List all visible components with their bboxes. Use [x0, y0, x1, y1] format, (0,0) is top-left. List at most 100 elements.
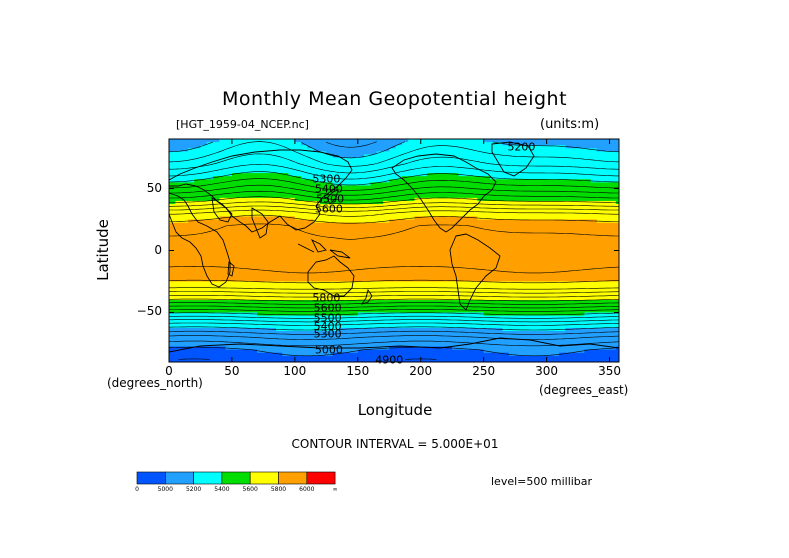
- contour-cell: [376, 262, 384, 267]
- contour-cell: [250, 191, 258, 196]
- contour-cell: [213, 204, 220, 208]
- contour-cell: [376, 238, 384, 242]
- contour-cell: [332, 318, 340, 323]
- contour-cell: [389, 238, 397, 242]
- contour-cell: [439, 238, 447, 242]
- contour-cell: [414, 241, 422, 245]
- contour-cell: [357, 235, 365, 239]
- contour-cell: [584, 259, 592, 264]
- contour-cell: [427, 315, 434, 320]
- contour-cell: [213, 207, 220, 211]
- contour-cell: [433, 296, 441, 301]
- contour-cell: [458, 228, 466, 233]
- contour-cell: [458, 278, 466, 283]
- contour-cell: [414, 312, 422, 317]
- contour-cell: [301, 225, 309, 230]
- contour-cell: [420, 293, 428, 298]
- contour-cell: [294, 154, 302, 159]
- contour-cell: [439, 241, 447, 245]
- contour-cell: [559, 142, 567, 146]
- contour-cell: [326, 139, 334, 143]
- contour-cell: [395, 176, 403, 180]
- contour-cell: [464, 238, 472, 242]
- contour-cell: [578, 269, 585, 273]
- contour-cell: [596, 324, 604, 329]
- contour-cell: [194, 309, 202, 314]
- contour-cell: [257, 309, 265, 314]
- contour-cell: [408, 312, 416, 317]
- contour-cell: [181, 315, 189, 320]
- contour-cell: [502, 191, 510, 196]
- contour-cell: [307, 151, 315, 156]
- contour-cell: [338, 191, 346, 196]
- contour-cell: [332, 247, 340, 252]
- contour-cell: [275, 210, 283, 214]
- contour-cell: [471, 207, 478, 211]
- contour-cell: [389, 244, 397, 249]
- contour-cell: [439, 176, 447, 180]
- contour-cell: [496, 228, 504, 233]
- contour-cell: [382, 306, 390, 310]
- contour-cell: [357, 327, 365, 332]
- contour-cell: [458, 197, 466, 202]
- contour-cell: [263, 231, 271, 236]
- contour-cell: [313, 238, 321, 242]
- contour-cell: [169, 166, 176, 171]
- contour-cell: [257, 231, 265, 236]
- contour-cell: [244, 210, 252, 214]
- contour-cell: [401, 145, 409, 149]
- contour-cell: [338, 216, 346, 221]
- contour-cell: [206, 265, 214, 270]
- contour-cell: [282, 173, 290, 177]
- contour-cell: [181, 188, 189, 193]
- contour-cell: [169, 293, 176, 298]
- contour-cell: [376, 259, 384, 264]
- contour-cell: [351, 253, 359, 258]
- contour-cell: [483, 300, 491, 304]
- contour-cell: [401, 216, 409, 221]
- contour-cell: [370, 225, 378, 230]
- contour-cell: [238, 247, 246, 252]
- contour-cell: [502, 250, 510, 255]
- contour-cell: [515, 188, 523, 193]
- contour-cell: [452, 225, 460, 230]
- contour-cell: [376, 188, 384, 193]
- contour-cell: [477, 231, 485, 236]
- contour-cell: [445, 290, 453, 295]
- contour-cell: [206, 244, 214, 249]
- contour-cell: [320, 265, 327, 270]
- contour-cell: [345, 352, 353, 357]
- contour-cell: [565, 253, 573, 258]
- contour-cell: [603, 173, 611, 177]
- contour-cell: [244, 358, 252, 362]
- contour-cell: [445, 296, 453, 301]
- contour-cell: [578, 213, 585, 218]
- contour-cell: [458, 204, 466, 208]
- contour-cell: [439, 145, 447, 149]
- contour-cell: [540, 216, 548, 221]
- contour-cell: [546, 244, 554, 249]
- contour-cell: [257, 185, 265, 190]
- contour-cell: [477, 219, 485, 224]
- contour-cell: [206, 309, 214, 314]
- contour-cell: [445, 154, 453, 159]
- contour-cell: [502, 197, 510, 202]
- contour-cell: [590, 250, 598, 255]
- contour-cell: [515, 182, 523, 187]
- contour-cell: [508, 269, 516, 273]
- contour-cell: [320, 337, 327, 341]
- contour-cell: [263, 355, 271, 360]
- contour-cell: [206, 173, 214, 177]
- contour-cell: [552, 324, 560, 329]
- contour-cell: [187, 265, 195, 270]
- contour-cell: [427, 219, 434, 224]
- contour-cell: [439, 269, 447, 273]
- contour-cell: [596, 358, 604, 362]
- contour-cell: [508, 169, 516, 174]
- contour-cell: [231, 179, 239, 183]
- contour-cell: [471, 225, 478, 230]
- contour-cell: [288, 303, 296, 307]
- contour-cell: [338, 210, 346, 214]
- contour-cell: [389, 324, 397, 329]
- contour-cell: [364, 343, 371, 348]
